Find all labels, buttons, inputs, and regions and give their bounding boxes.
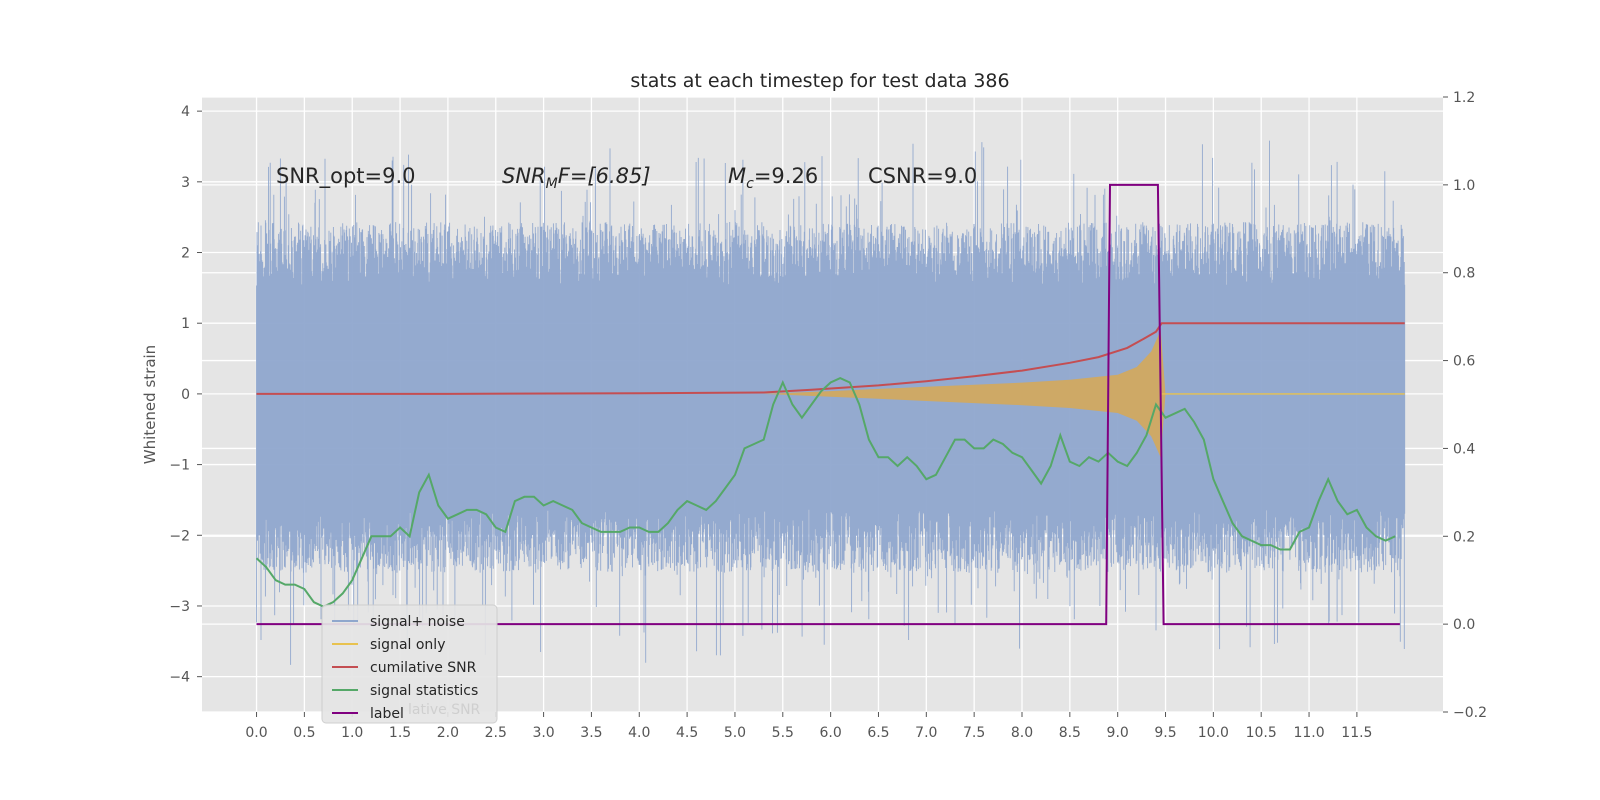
label-line <box>256 183 1400 626</box>
y-tick-label: 1 <box>181 316 190 332</box>
annotation-snr-opt: SNR_opt=9.0 <box>276 164 416 189</box>
x-tick-label: 11.5 <box>1341 725 1372 741</box>
legend-label: signal+ noise <box>370 614 465 630</box>
legend-label: label <box>370 706 404 722</box>
x-tick-label: 3.0 <box>532 725 554 741</box>
x-tick-label: 1.5 <box>389 725 411 741</box>
chart-title: stats at each timestep for test data 386 <box>630 70 1009 92</box>
x-tick-label: 8.0 <box>1011 725 1033 741</box>
x-tick-label: 4.5 <box>676 725 698 741</box>
x-tick-label: 6.5 <box>867 725 889 741</box>
series-signal-only <box>763 330 1405 458</box>
cumulative-snr-line <box>256 322 1405 395</box>
x-tick-label: 9.0 <box>1107 725 1129 741</box>
annotation-snr-mf-sub: M <box>546 176 558 192</box>
x-tick-label: 11.0 <box>1293 725 1324 741</box>
y-tick-label: −4 <box>169 670 190 686</box>
y-right-tick-label: 1.2 <box>1453 90 1475 106</box>
y-tick-label: 4 <box>181 104 190 120</box>
x-tick-label: 2.0 <box>437 725 459 741</box>
y-tick-label: 2 <box>181 246 190 262</box>
y-right-tick-label: 0.2 <box>1453 529 1475 545</box>
x-tick-label: 0.0 <box>245 725 267 741</box>
x-tick-label: 7.0 <box>915 725 937 741</box>
legend-ghost-text: lative SNR <box>408 702 481 718</box>
y-right-tick-label: 1.0 <box>1453 178 1475 194</box>
annotation-mc-sub: c <box>746 176 754 192</box>
y-tick-label: −1 <box>169 458 190 474</box>
y-right-tick-label: 0.8 <box>1453 266 1475 282</box>
annotation-snr-mf-base: SNR <box>502 164 546 188</box>
x-tick-label: 4.0 <box>628 725 650 741</box>
y-tick-label: 3 <box>181 175 190 191</box>
x-tick-label: 10.5 <box>1246 725 1277 741</box>
y-tick-label: 0 <box>181 387 190 403</box>
annotation-mc-value: =9.26 <box>754 164 818 188</box>
axes: 0.0 0.5 1.0 1.5 2.0 2.5 3.0 3.5 4.0 4.5 5.0 5.5 6.0 6… <box>169 90 1487 741</box>
signal-statistics-line <box>255 376 1396 608</box>
signal-only-envelope <box>763 330 1405 458</box>
annotation-mc: Mc=9.26 <box>728 164 818 192</box>
annotation-mc-base: M <box>728 164 746 188</box>
legend-label: cumilative SNR <box>370 660 477 676</box>
legend-box <box>321 604 498 724</box>
x-tick-label: 10.0 <box>1198 725 1229 741</box>
y-tick-label: −2 <box>169 528 190 544</box>
legend: lative SNR signal+ noise signal only cumila… <box>321 604 498 724</box>
legend-label: signal only <box>370 637 445 653</box>
y-right-tick-label: −0.2 <box>1453 705 1487 721</box>
x-tick-label: 5.0 <box>724 725 746 741</box>
y-tick-label: −3 <box>169 599 190 615</box>
y-right-tick-label: 0.4 <box>1453 441 1475 457</box>
x-tick-label: 3.5 <box>580 725 602 741</box>
y-right-tick-label: 0.6 <box>1453 354 1475 370</box>
x-tick-label: 8.5 <box>1059 725 1081 741</box>
legend-label: signal statistics <box>370 683 478 699</box>
y-axis-label: Whitened strain <box>141 345 159 464</box>
annotation-snr-mf-f: F=[6.85] <box>558 164 651 188</box>
x-tick-label: 6.0 <box>820 725 842 741</box>
x-tick-label: 7.5 <box>963 725 985 741</box>
x-tick-label: 1.0 <box>341 725 363 741</box>
x-tick-label: 5.5 <box>772 725 794 741</box>
annotation-csnr: CSNR=9.0 <box>868 164 977 188</box>
x-tick-label: 9.5 <box>1154 725 1176 741</box>
series-lines <box>255 183 1405 626</box>
y-right-tick-label: 0.0 <box>1453 617 1475 633</box>
annotation-snr-mf: SNRMF=[6.85] <box>502 164 651 192</box>
x-tick-label: 0.5 <box>293 725 315 741</box>
annotations: SNR_opt=9.0 SNRMF=[6.85] Mc=9.26 CSNR=9.… <box>276 164 977 192</box>
x-tick-label: 2.5 <box>485 725 507 741</box>
